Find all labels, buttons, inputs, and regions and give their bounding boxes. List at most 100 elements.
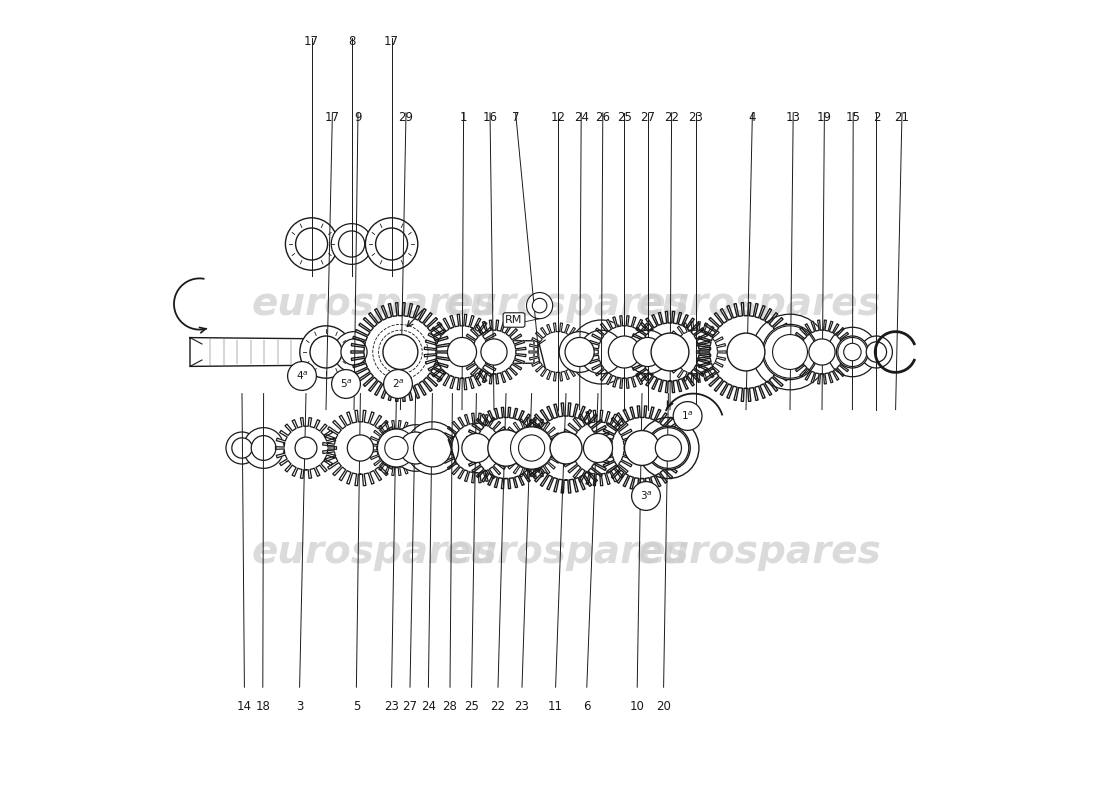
Circle shape (625, 430, 660, 466)
Text: 17: 17 (324, 111, 340, 124)
Text: 17: 17 (304, 35, 319, 48)
Text: 10: 10 (630, 700, 645, 713)
Polygon shape (441, 413, 512, 483)
Text: 21: 21 (894, 111, 910, 124)
Text: 22: 22 (664, 111, 679, 124)
Circle shape (296, 228, 328, 260)
Circle shape (631, 482, 660, 510)
Text: eurospares: eurospares (635, 533, 881, 571)
Circle shape (569, 320, 634, 384)
Circle shape (550, 432, 582, 464)
Circle shape (232, 438, 252, 458)
Circle shape (348, 435, 374, 461)
Circle shape (648, 428, 689, 468)
Circle shape (339, 231, 365, 257)
Text: 23: 23 (515, 700, 529, 713)
Circle shape (285, 218, 338, 270)
Circle shape (532, 298, 547, 313)
Polygon shape (322, 410, 398, 486)
Circle shape (481, 339, 507, 365)
Text: 8: 8 (348, 35, 355, 48)
Polygon shape (560, 410, 636, 486)
Text: 24: 24 (421, 700, 436, 713)
Circle shape (384, 370, 412, 398)
Text: 25: 25 (617, 111, 631, 124)
Text: 4: 4 (749, 111, 756, 124)
Text: 7: 7 (512, 111, 519, 124)
Circle shape (383, 334, 418, 370)
Text: 18: 18 (255, 700, 271, 713)
Text: 25: 25 (464, 700, 478, 713)
Text: 27: 27 (640, 111, 656, 124)
Circle shape (341, 339, 367, 365)
Polygon shape (368, 421, 424, 475)
Circle shape (673, 402, 702, 430)
Circle shape (287, 362, 317, 390)
Text: 22: 22 (491, 700, 506, 713)
Polygon shape (275, 418, 337, 478)
Text: 3: 3 (296, 700, 304, 713)
Circle shape (860, 336, 892, 368)
Circle shape (518, 435, 544, 461)
Circle shape (510, 427, 552, 469)
Circle shape (565, 338, 594, 366)
Circle shape (583, 434, 613, 462)
Circle shape (251, 436, 276, 460)
Text: 15: 15 (846, 111, 860, 124)
Text: 16: 16 (483, 111, 497, 124)
Text: 2: 2 (872, 111, 880, 124)
Circle shape (462, 434, 491, 462)
Text: 3$^a$: 3$^a$ (640, 490, 652, 502)
Text: eurospares: eurospares (251, 533, 497, 571)
Circle shape (527, 293, 552, 318)
Text: eurospares: eurospares (443, 533, 689, 571)
Text: RM: RM (505, 315, 522, 325)
Text: 6: 6 (583, 700, 591, 713)
Circle shape (763, 326, 816, 378)
Circle shape (559, 332, 600, 372)
Circle shape (727, 333, 764, 371)
Circle shape (651, 333, 689, 371)
Polygon shape (790, 320, 854, 384)
Circle shape (808, 339, 835, 365)
Circle shape (626, 330, 670, 374)
Circle shape (385, 436, 408, 460)
Text: eurospares: eurospares (251, 285, 497, 323)
Text: 1: 1 (460, 111, 467, 124)
Circle shape (365, 218, 418, 270)
Polygon shape (465, 407, 547, 489)
Polygon shape (502, 418, 562, 478)
Circle shape (836, 336, 868, 368)
Circle shape (634, 338, 662, 366)
Circle shape (331, 224, 372, 264)
Circle shape (406, 422, 459, 474)
Text: 23: 23 (689, 111, 703, 124)
Circle shape (295, 437, 317, 459)
Circle shape (638, 418, 698, 478)
Circle shape (762, 324, 817, 380)
Circle shape (331, 370, 361, 398)
Text: 19: 19 (817, 111, 832, 124)
Text: 12: 12 (550, 111, 565, 124)
Text: 11: 11 (548, 700, 563, 713)
Circle shape (827, 327, 877, 377)
Polygon shape (696, 302, 795, 402)
Polygon shape (529, 323, 587, 381)
Text: 27: 27 (403, 700, 418, 713)
Circle shape (375, 228, 408, 260)
Text: eurospares: eurospares (635, 285, 881, 323)
Text: 26: 26 (595, 111, 610, 124)
Circle shape (647, 426, 690, 470)
Text: 1$^a$: 1$^a$ (681, 410, 694, 422)
Circle shape (414, 429, 451, 467)
Circle shape (487, 430, 525, 466)
Circle shape (448, 338, 476, 366)
Text: 2$^a$: 2$^a$ (392, 378, 405, 390)
Polygon shape (521, 403, 612, 493)
Circle shape (772, 334, 807, 370)
Text: 14: 14 (236, 700, 252, 713)
Text: 5: 5 (353, 700, 360, 713)
Polygon shape (666, 322, 726, 382)
Text: 23: 23 (384, 700, 399, 713)
Polygon shape (351, 302, 450, 402)
